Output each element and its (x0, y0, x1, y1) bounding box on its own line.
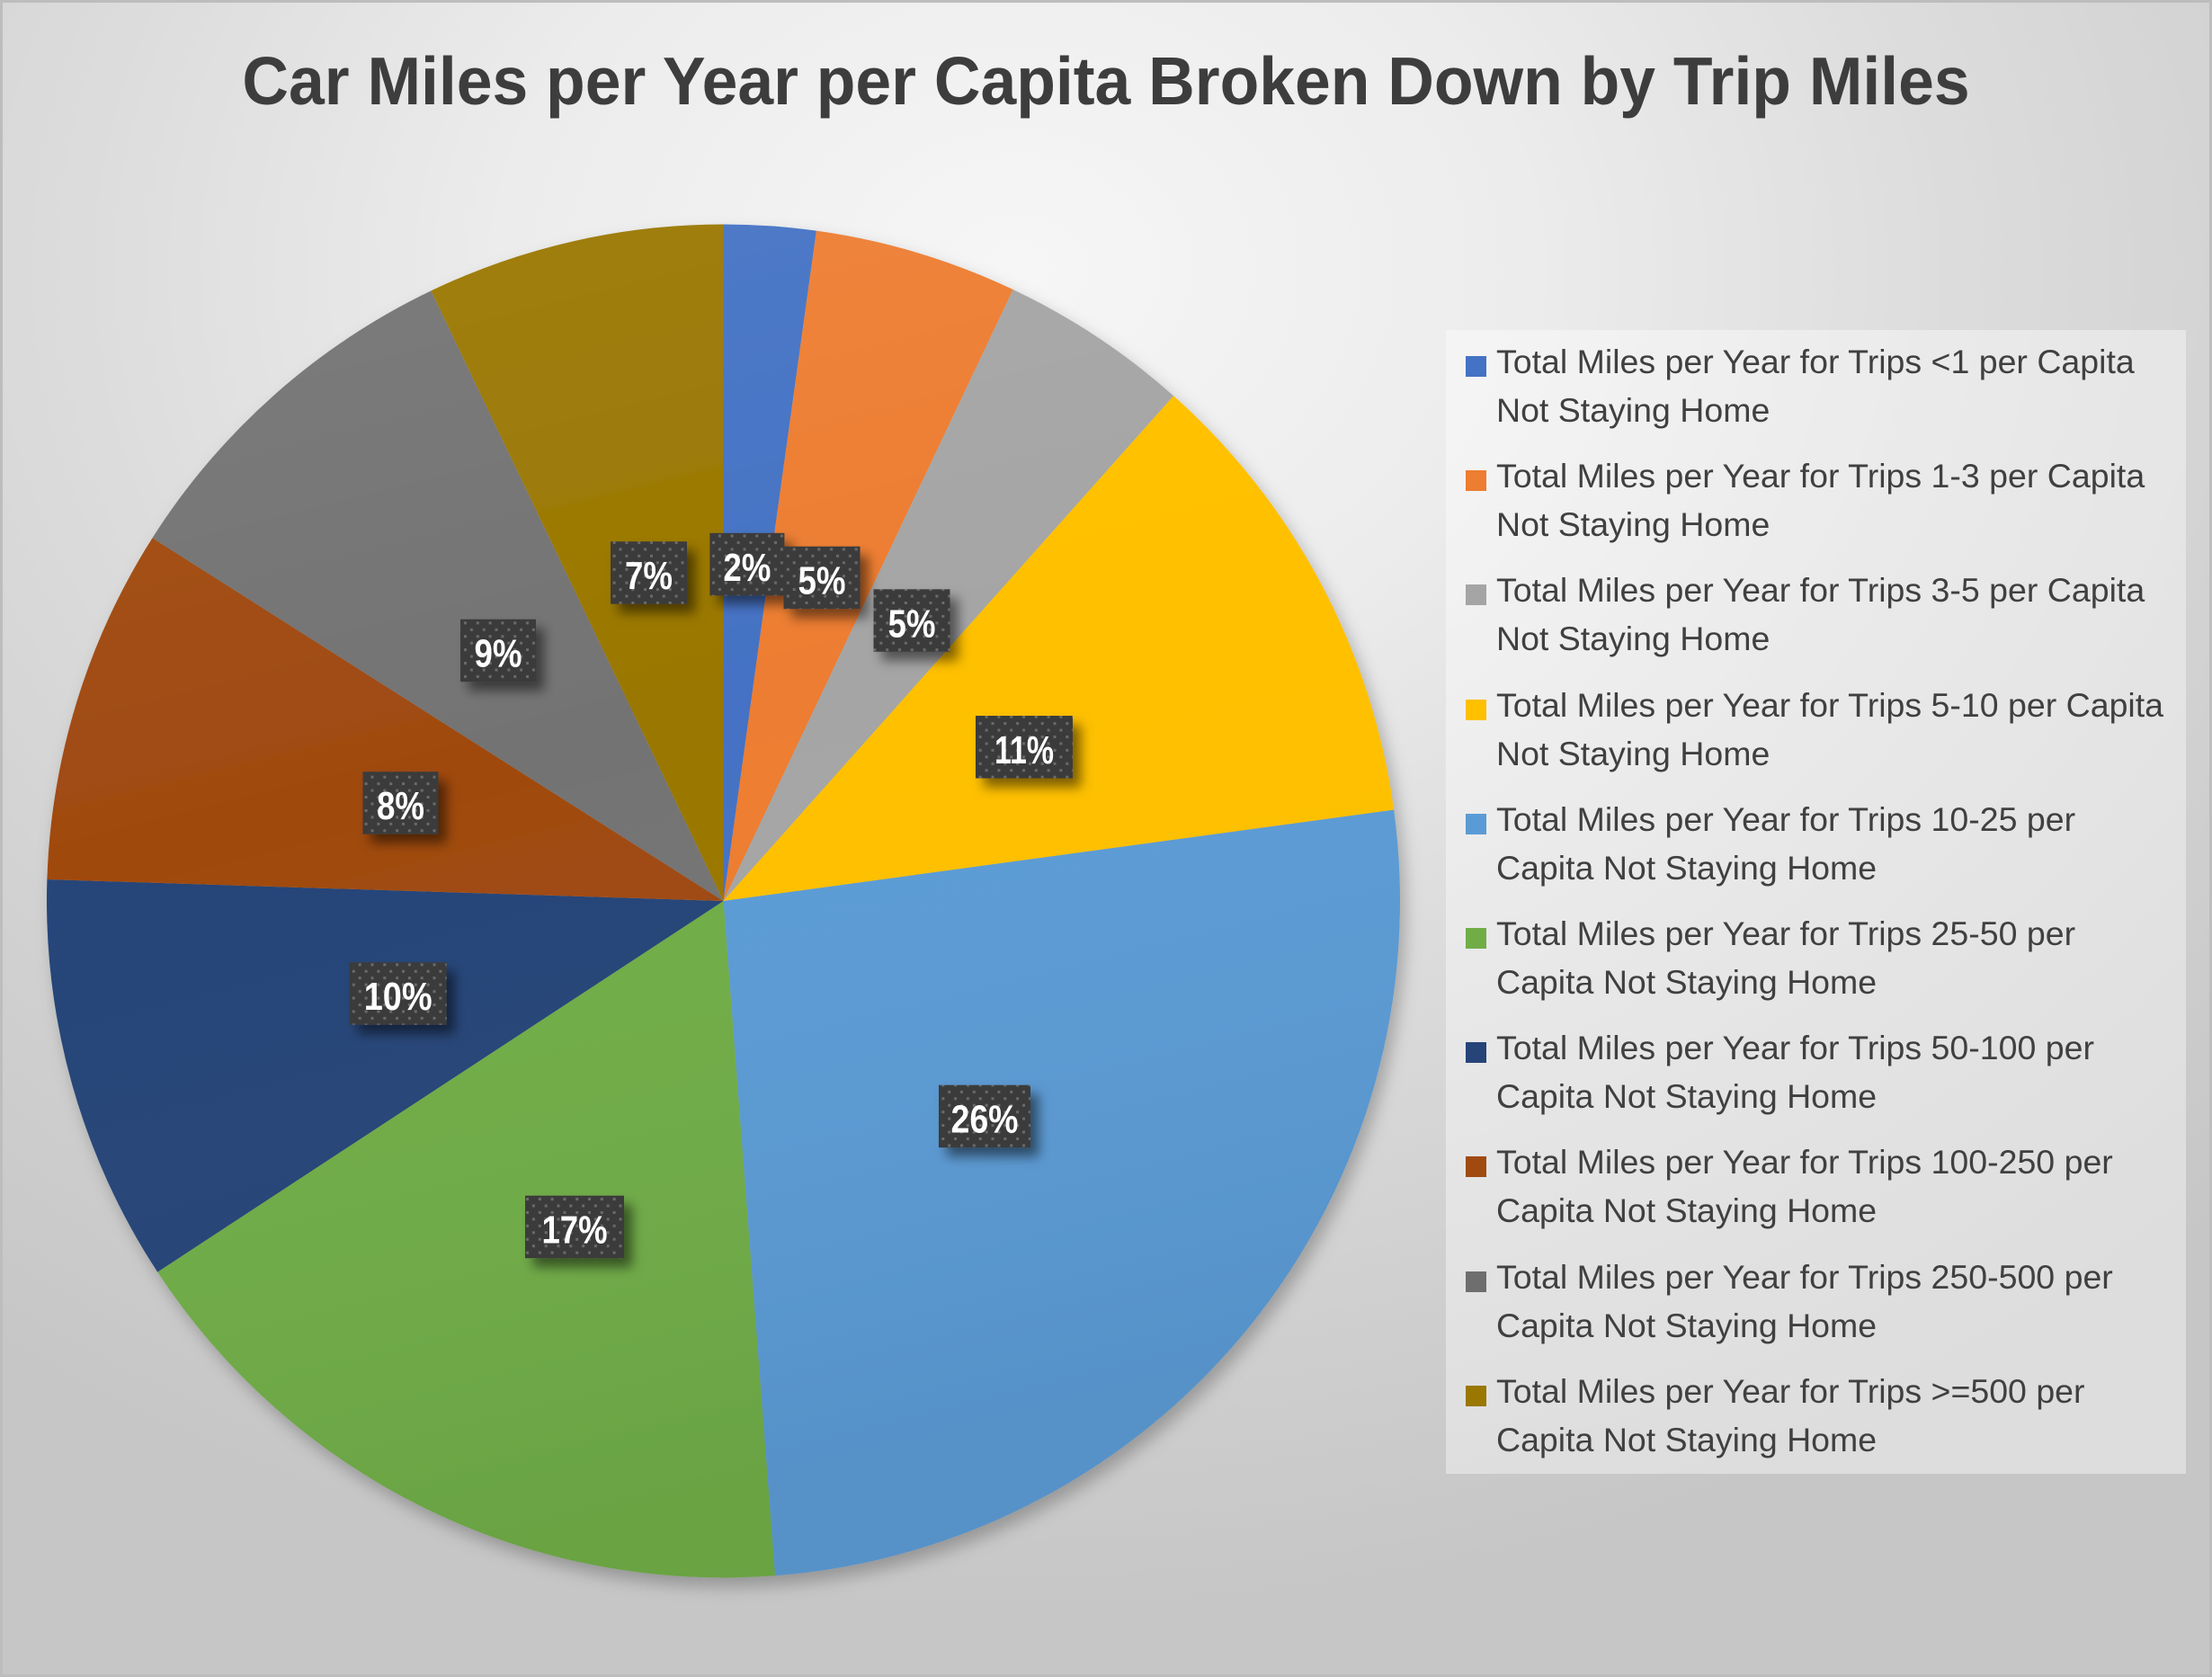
svg-text:5%: 5% (798, 559, 846, 603)
svg-text:11%: 11% (995, 728, 1054, 772)
svg-text:7%: 7% (625, 554, 673, 598)
svg-text:17%: 17% (542, 1209, 608, 1253)
svg-text:9%: 9% (475, 632, 522, 676)
svg-text:5%: 5% (888, 602, 936, 646)
svg-text:10%: 10% (364, 975, 433, 1019)
svg-text:8%: 8% (377, 784, 424, 828)
svg-text:2%: 2% (723, 546, 771, 590)
svg-text:26%: 26% (951, 1098, 1019, 1142)
